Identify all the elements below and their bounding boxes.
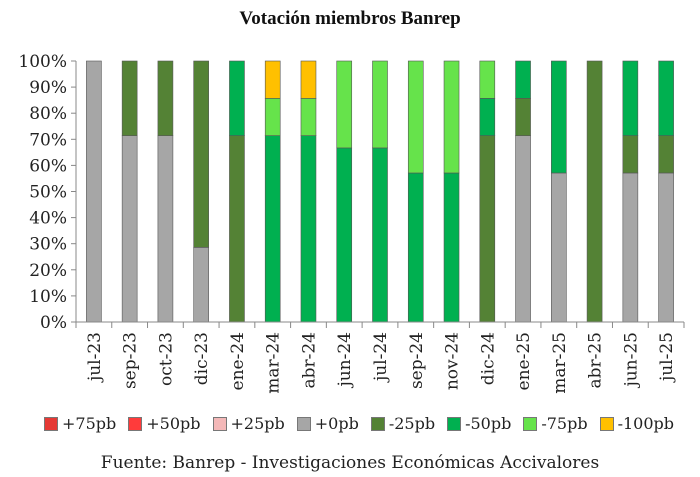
y-tick-label: 30% (29, 235, 67, 255)
bar-segment (658, 172, 674, 323)
x-tick-label: nov-24 (443, 332, 463, 390)
legend-item: +0pb (296, 414, 359, 433)
legend-label: +50pb (146, 414, 201, 433)
legend-swatch (370, 416, 385, 431)
legend-swatch (44, 416, 58, 431)
legend-label: -100pb (617, 414, 675, 433)
y-tick-label: 100% (18, 52, 67, 72)
x-tick-label: jun-24 (335, 332, 355, 389)
source-note: Fuente: Banrep - Investigaciones Económi… (100, 453, 600, 473)
y-tick-label: 10% (29, 287, 67, 307)
bar-segment (157, 135, 174, 323)
x-tick-label: abr-24 (299, 332, 319, 389)
y-tick-label: 90% (29, 78, 67, 98)
legend-swatch (296, 416, 311, 431)
x-tick-label: sep-23 (121, 332, 141, 389)
bar-segment (586, 60, 603, 323)
chart-legend: +75pb +50pb +25pb +0pb -25pb -50pb -75pb -100pb (44, 414, 684, 433)
chart-title: Votación miembros Banrep (239, 8, 461, 29)
x-tick-label: jun-25 (621, 332, 641, 389)
x-tick-label: mar-24 (264, 332, 284, 394)
bar-segment (479, 60, 496, 99)
bar-segment (121, 135, 138, 323)
y-tick-label: 70% (29, 130, 67, 150)
legend-item: -100pb (599, 414, 675, 433)
legend-label: -75pb (541, 414, 588, 433)
y-tick-label: 80% (29, 104, 67, 124)
bar-segment (300, 60, 317, 99)
bar-segment (515, 135, 531, 323)
y-tick-label: 40% (29, 209, 67, 229)
x-tick-label: dic-23 (192, 332, 212, 385)
bar-segment (300, 135, 317, 323)
x-tick-label: sep-24 (407, 332, 427, 389)
bar-segment (121, 60, 138, 136)
bar-segment (658, 60, 674, 136)
bar-segment (622, 172, 639, 323)
bar-segment (479, 135, 496, 323)
legend-item: +50pb (128, 414, 201, 433)
x-tick-label: oct-23 (156, 332, 176, 386)
bar-segment (193, 247, 209, 323)
legend-item: -25pb (370, 414, 436, 433)
y-tick-label: 50% (29, 183, 67, 203)
bar-segment (157, 60, 174, 136)
x-tick-label: dic-24 (478, 332, 498, 385)
stacked-bar-chart: 0% 10% 20% 30% 40% 50% 60% 70% 80% 90% 100% jul-23 s… (18, 52, 685, 394)
bar-segment (622, 60, 639, 136)
bar-segment (372, 60, 388, 149)
bar-segment (300, 98, 317, 136)
bar-segment (407, 172, 424, 323)
legend-swatch (523, 416, 538, 431)
legend-item: -50pb (447, 414, 511, 433)
bar-segment (372, 147, 388, 323)
bar-segment (622, 135, 639, 174)
x-tick-label: abr-25 (586, 332, 606, 389)
legend-item: -75pb (523, 414, 588, 433)
bar-segment (336, 60, 353, 149)
bar-segment (443, 60, 460, 174)
bar-segment (336, 147, 353, 323)
legend-item: +75pb (44, 414, 116, 433)
bar-segment (443, 172, 460, 323)
y-tick-label: 0% (40, 313, 67, 333)
bar-segment (479, 98, 496, 136)
bar-segment (264, 135, 281, 323)
bar-segment (264, 60, 281, 99)
bar-segment (229, 135, 245, 323)
bar-segment (264, 98, 281, 136)
bar-segment (658, 135, 674, 174)
bar-segment (515, 98, 531, 136)
bar-segment (551, 60, 567, 174)
legend-swatch (447, 416, 462, 431)
legend-label: -25pb (388, 414, 436, 433)
legend-label: +75pb (62, 414, 117, 433)
x-tick-label: jul-23 (85, 332, 105, 383)
legend-label: +0pb (314, 414, 359, 433)
legend-label: -50pb (465, 414, 512, 433)
x-tick-label: ene-25 (514, 332, 534, 390)
x-tick-label: jul-25 (657, 332, 677, 383)
x-tick-label: jul-24 (371, 332, 391, 383)
legend-swatch (599, 416, 614, 431)
y-tick-label: 60% (29, 156, 67, 176)
legend-item: +25pb (212, 414, 285, 433)
y-tick-label: 20% (29, 261, 67, 281)
bar-segment (551, 172, 567, 323)
legend-label: +25pb (230, 414, 285, 433)
x-tick-label: ene-24 (228, 332, 248, 390)
bar-segment (407, 60, 424, 174)
bar-segment (515, 60, 531, 99)
bar-segment (193, 60, 209, 248)
x-tick-label: mar-25 (550, 332, 570, 394)
legend-swatch (128, 416, 143, 431)
bar-segment (229, 60, 245, 136)
legend-swatch (212, 416, 227, 431)
bar-segment (86, 60, 102, 323)
